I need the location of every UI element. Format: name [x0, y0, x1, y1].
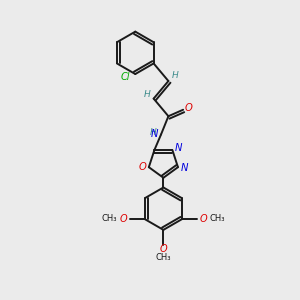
Text: H: H — [149, 128, 156, 137]
Text: CH₃: CH₃ — [102, 214, 117, 223]
Text: O: O — [139, 162, 147, 172]
Text: N: N — [151, 130, 159, 140]
Text: O: O — [119, 214, 127, 224]
Text: Cl: Cl — [120, 72, 130, 82]
Text: CH₃: CH₃ — [156, 253, 171, 262]
Text: CH₃: CH₃ — [209, 214, 225, 223]
Text: O: O — [200, 214, 208, 224]
Text: H: H — [172, 71, 178, 80]
Text: O: O — [160, 244, 167, 254]
Text: H: H — [144, 90, 151, 99]
Text: O: O — [185, 103, 193, 113]
Text: N: N — [175, 143, 182, 153]
Text: N: N — [181, 164, 188, 173]
